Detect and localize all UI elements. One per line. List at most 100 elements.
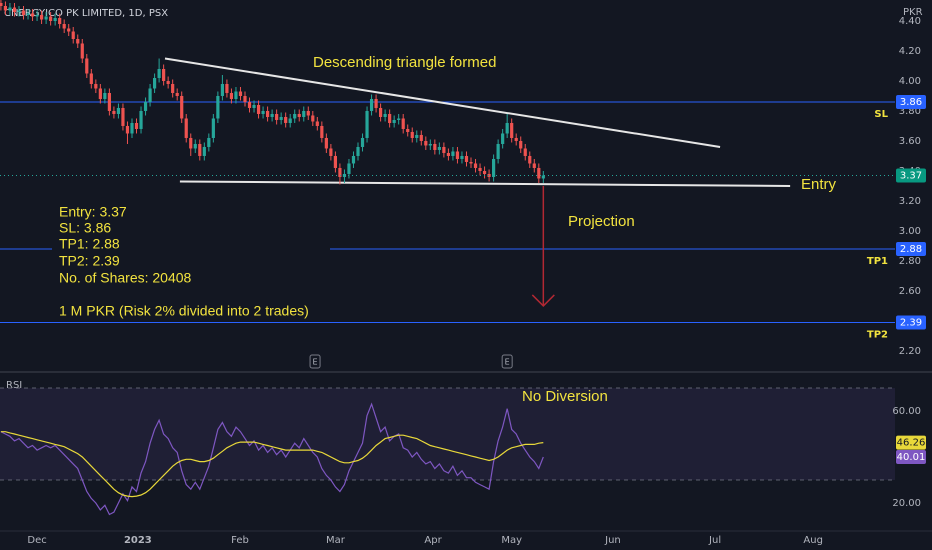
- candle-body: [383, 113, 387, 117]
- candle-body: [261, 110, 265, 114]
- candle-body: [139, 110, 143, 129]
- last-price-label: 3.37: [900, 170, 922, 181]
- candle-body: [166, 80, 170, 84]
- candle-body: [519, 140, 523, 149]
- candle-body: [537, 167, 541, 179]
- rsi-band: [0, 388, 895, 481]
- candle-body: [62, 23, 66, 29]
- candle-body: [157, 68, 161, 78]
- candle-body: [121, 107, 125, 126]
- candle-body: [388, 113, 392, 123]
- candle-body: [482, 170, 487, 174]
- candle-body: [351, 155, 356, 164]
- candle-body: [252, 104, 256, 108]
- candle-body: [152, 77, 157, 89]
- candle-body: [225, 83, 229, 93]
- candle-body: [270, 113, 274, 117]
- y-tick-label: 2.60: [899, 286, 921, 297]
- candle-body: [419, 134, 423, 141]
- candle-body: [3, 5, 8, 11]
- candle-body: [415, 134, 419, 138]
- rsi-annotation: No Diversion: [522, 388, 608, 405]
- candle-body: [148, 88, 152, 102]
- x-tick-label: Jul: [708, 535, 721, 546]
- candle-body: [510, 122, 514, 138]
- x-tick-label: Dec: [27, 535, 46, 546]
- trade-note: 1 M PKR (Risk 2% divided into 2 trades): [59, 303, 309, 319]
- candle-body: [53, 17, 57, 21]
- candle-body: [71, 31, 75, 39]
- candle-body: [369, 98, 374, 111]
- candle-body: [58, 17, 62, 24]
- projection-annotation: Projection: [568, 213, 635, 230]
- rsi-value-box: [896, 449, 926, 464]
- rsi-line: [0, 431, 544, 498]
- candle-body: [397, 118, 401, 120]
- candle-body: [94, 83, 98, 89]
- candle-body: [180, 95, 184, 119]
- candle-body: [311, 115, 315, 122]
- level-name: TP1: [867, 256, 888, 267]
- candle-body: [478, 167, 482, 171]
- earnings-label: E: [505, 358, 510, 367]
- candle-body: [21, 10, 26, 15]
- candle-body: [406, 128, 410, 132]
- candle-body: [189, 137, 193, 149]
- candle-body: [26, 13, 30, 15]
- candle-body: [492, 158, 496, 177]
- y-tick-label: 3.80: [899, 106, 921, 117]
- trade-note: TP1: 2.88: [59, 236, 120, 252]
- candle-body: [202, 146, 206, 156]
- y-tick-label: 4.20: [899, 46, 921, 57]
- x-tick-label: Feb: [231, 535, 249, 546]
- candle-body: [428, 143, 432, 146]
- candle-body: [216, 95, 220, 119]
- candle-body: [265, 110, 270, 117]
- rsi-value-label: 46.26: [897, 438, 926, 449]
- y-tick-label: 2.20: [899, 346, 921, 357]
- rsi-title: RSI: [6, 380, 22, 391]
- y-tick-label: 2.80: [899, 256, 921, 267]
- candle-body: [424, 140, 428, 146]
- candle-body: [410, 131, 414, 138]
- level-box: [896, 315, 926, 330]
- rsi-value-box: [896, 435, 926, 450]
- level-value: 2.88: [900, 244, 922, 255]
- trendline: [179, 180, 791, 187]
- candle-body: [360, 137, 365, 147]
- candle-body: [243, 95, 247, 102]
- candle-body: [505, 122, 509, 134]
- x-tick-label: Apr: [424, 535, 442, 546]
- arrow-head: [531, 294, 555, 308]
- candle-body: [171, 83, 175, 93]
- y-tick-label: 4.00: [899, 76, 921, 87]
- candle-body: [143, 101, 148, 111]
- candle-body: [134, 122, 139, 129]
- candle-body: [338, 167, 342, 177]
- candle-body: [306, 110, 310, 116]
- rsi-value-label: 40.01: [897, 452, 926, 463]
- candle-body: [247, 101, 252, 108]
- pattern-annotation: Descending triangle formed: [313, 54, 496, 71]
- candle-body: [320, 125, 324, 138]
- candle-body: [374, 98, 378, 108]
- candle-body: [532, 163, 536, 168]
- candle-body: [528, 155, 532, 164]
- candle-body: [401, 118, 405, 129]
- level-box: [896, 94, 926, 109]
- candle-body: [469, 161, 473, 164]
- candle-body: [238, 91, 243, 96]
- candle-body: [464, 155, 469, 162]
- candle-body: [324, 137, 328, 149]
- level-box: [896, 241, 926, 256]
- level-value: 3.86: [900, 97, 922, 108]
- candle-body: [98, 88, 102, 99]
- last-price-box: [896, 168, 926, 183]
- candle-body: [501, 133, 505, 144]
- candle-body: [49, 16, 53, 21]
- candle-body: [446, 152, 451, 156]
- candle-body: [487, 173, 491, 177]
- candle-body: [302, 110, 306, 117]
- candle-body: [496, 143, 500, 159]
- y-tick-label: 4.40: [899, 16, 921, 27]
